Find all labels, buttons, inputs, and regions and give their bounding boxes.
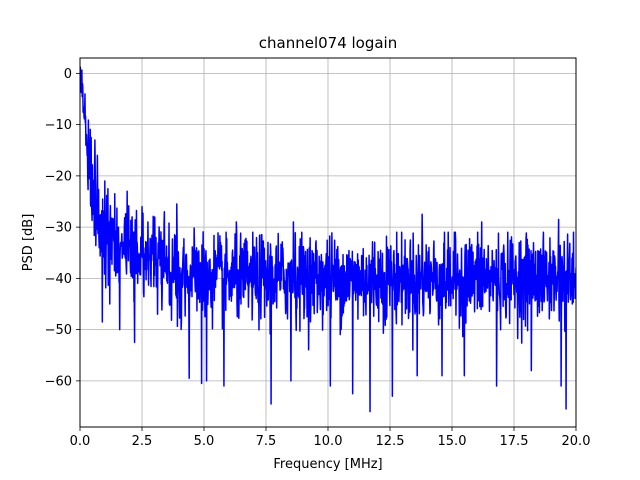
x-tick-label: 15.0 [438,434,467,449]
x-tick-label: 20.0 [562,434,591,449]
x-axis-label: Frequency [MHz] [273,457,382,472]
series-layer [80,66,576,413]
tick-layer: 0.0 2.5 5.0 7.5 10.0 12.5 15.0 17.5 20.0 0 −10 −20 −… [45,67,591,449]
chart-title: channel074 logain [259,34,398,52]
y-tick-label: −60 [45,374,72,389]
y-tick-label: −50 [45,323,72,338]
x-tick-label: 12.5 [376,434,405,449]
x-tick-label: 2.5 [132,434,153,449]
y-tick-label: −20 [45,169,72,184]
y-tick-label: −10 [45,118,72,133]
y-tick-label: −40 [45,272,72,287]
x-tick-label: 17.5 [500,434,529,449]
x-tick-label: 5.0 [194,434,215,449]
x-tick-label: 7.5 [256,434,277,449]
y-axis-label: PSD [dB] [21,214,36,272]
psd-series-line [80,66,576,413]
y-tick-label: 0 [64,67,72,82]
y-tick-label: −30 [45,221,72,236]
x-tick-label: 0.0 [70,434,91,449]
x-tick-label: 10.0 [314,434,343,449]
